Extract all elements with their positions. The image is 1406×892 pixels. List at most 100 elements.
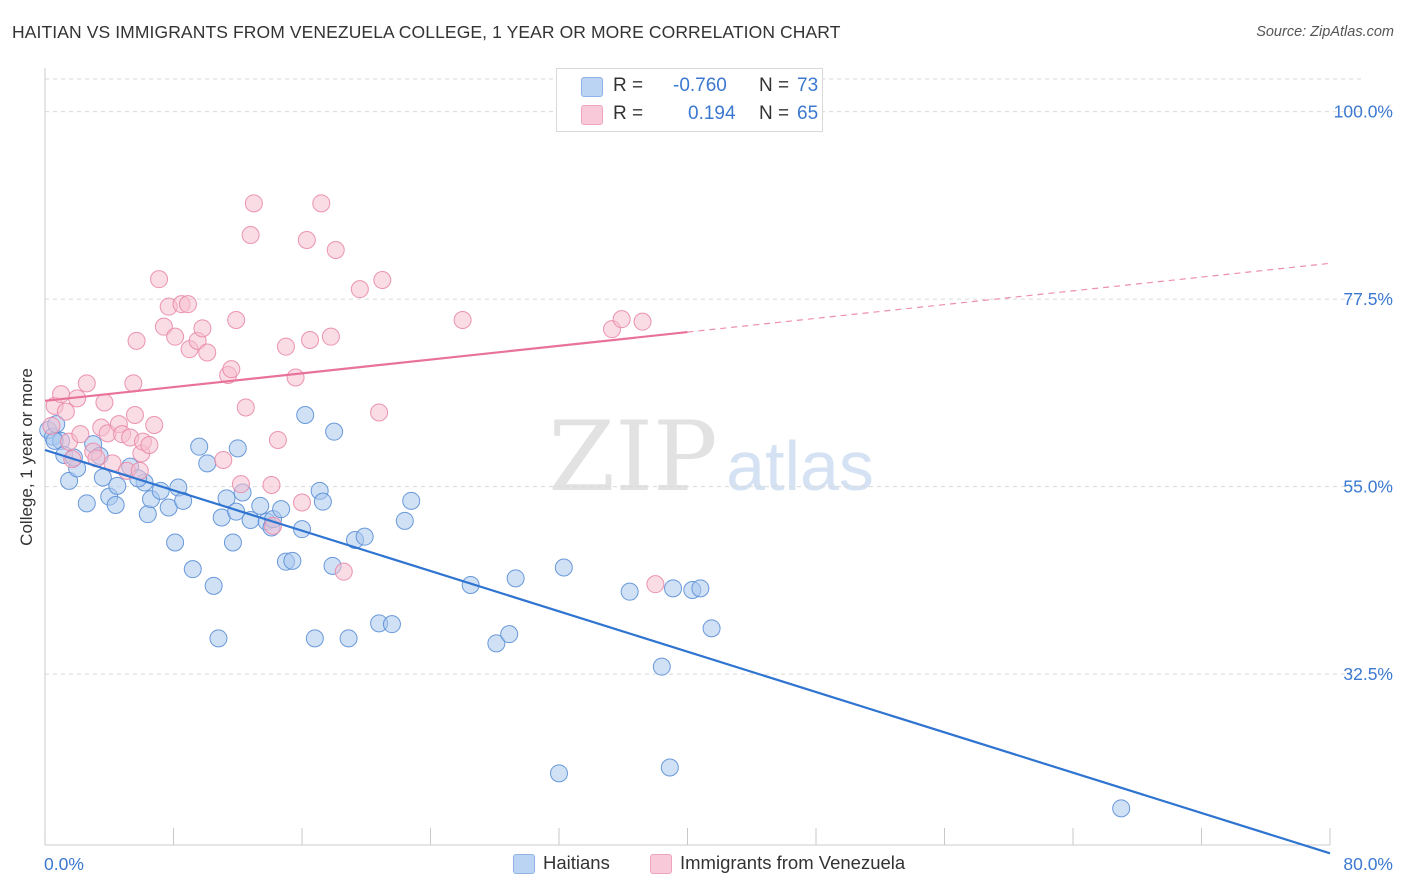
venezuela-point — [633, 312, 652, 331]
y-tick-label: 100.0% — [1334, 102, 1393, 122]
tick-labels: 32.5% 55.0% 77.5% 100.0% 0.0% 80.0% — [44, 102, 1393, 874]
venezuela-point — [453, 311, 472, 329]
haitian-point — [228, 439, 247, 458]
venezuela-point — [56, 402, 75, 421]
haitian-point — [1112, 799, 1131, 818]
venezuela-point — [286, 368, 305, 387]
venezuela-point — [95, 393, 114, 412]
chart-title: HAITIAN VS IMMIGRANTS FROM VENEZUELA COL… — [12, 22, 841, 42]
haitian-point — [620, 582, 639, 601]
haitian-point — [325, 422, 344, 441]
haitian-point — [652, 657, 671, 676]
haitian-point — [77, 494, 96, 513]
haitian-point — [283, 551, 302, 570]
legend-swatch-pink — [581, 105, 603, 125]
haitian-point — [702, 619, 721, 638]
haitian-point — [554, 558, 573, 577]
venezuela-point — [150, 270, 169, 289]
haitian-point — [305, 629, 324, 648]
venezuela-point — [301, 331, 320, 349]
venezuela-point — [140, 436, 159, 454]
haitian-point — [251, 496, 270, 515]
venezuela-point — [145, 416, 164, 434]
haitian-point — [500, 625, 519, 644]
venezuela-point — [612, 310, 631, 329]
venezuela-point — [166, 327, 185, 346]
haitian-point — [223, 533, 242, 552]
venezuela-point — [222, 360, 241, 379]
venezuela-trend-extension — [687, 262, 1331, 333]
haitian-point — [106, 496, 125, 514]
venezuela-point — [312, 194, 331, 213]
venezuela-point — [264, 516, 283, 535]
haitian-trend-line — [44, 448, 1331, 855]
legend-swatch-blue — [581, 77, 603, 97]
venezuela-point — [227, 311, 246, 329]
haitian-point — [209, 629, 228, 648]
haitian-point — [272, 500, 291, 519]
haitian-point — [461, 576, 480, 594]
correlation-legend: R = -0.760 N = 73 R = 0.194 N = 65 — [556, 68, 823, 132]
venezuela-point — [276, 337, 295, 356]
series-swatch-pink — [650, 854, 672, 874]
venezuela-point — [77, 374, 96, 393]
haitian-point — [296, 406, 315, 424]
venezuela-point — [154, 317, 173, 336]
legend-n-label: N = — [759, 103, 790, 124]
venezuela-point — [127, 331, 146, 350]
legend-n-value: 73 — [797, 75, 819, 96]
venezuela-point — [326, 241, 345, 259]
y-tick-label: 32.5% — [1343, 664, 1393, 684]
x-tick-label-min: 0.0% — [44, 854, 84, 874]
haitian-point — [198, 454, 217, 473]
watermark-zip: ZIP — [548, 401, 717, 513]
haitian-point — [664, 579, 683, 598]
venezuela-point — [241, 226, 260, 244]
haitian-point — [691, 579, 710, 598]
venezuela-point — [262, 476, 281, 494]
haitian-point — [660, 758, 679, 777]
venezuela-point — [244, 194, 263, 213]
venezuela-point — [193, 319, 212, 338]
haitian-point — [293, 520, 311, 539]
watermark: ZIP atlas — [548, 401, 874, 513]
y-axis-label: College, 1 year or more — [17, 368, 36, 546]
haitian-point — [166, 533, 185, 552]
venezuela-point — [236, 398, 255, 417]
venezuela-point — [350, 280, 369, 299]
haitian-point — [183, 560, 202, 579]
venezuela-point — [178, 295, 197, 314]
chart-source: Source: ZipAtlas.com — [1256, 24, 1394, 40]
x-tick-label-max: 80.0% — [1343, 854, 1393, 874]
legend-r-label: R = — [613, 103, 644, 124]
haitian-point — [487, 634, 506, 653]
haitian-point — [204, 576, 223, 595]
haitian-point — [355, 527, 374, 546]
haitian-point — [550, 764, 568, 783]
venezuela-point — [214, 451, 233, 469]
haitian-point — [108, 476, 127, 495]
haitian-point — [506, 569, 525, 588]
venezuela-point — [373, 271, 392, 289]
y-tick-label: 55.0% — [1343, 477, 1393, 497]
venezuela-point — [293, 493, 311, 512]
venezuela-point — [198, 343, 217, 362]
series-label: Immigrants from Venezuela — [680, 852, 906, 873]
venezuela-point — [71, 425, 90, 444]
legend-r-label: R = — [613, 75, 644, 96]
venezuela-point — [297, 231, 316, 249]
y-tick-label: 77.5% — [1343, 289, 1393, 309]
venezuela-point — [124, 374, 143, 393]
series-swatch-blue — [513, 854, 535, 874]
trend-lines — [44, 262, 1331, 855]
series-label: Haitians — [543, 852, 610, 873]
venezuela-trend-line — [44, 330, 688, 402]
venezuela-point — [370, 403, 389, 422]
haitian-point — [395, 511, 414, 530]
venezuela-point — [125, 406, 144, 424]
venezuela-point — [334, 562, 353, 581]
venezuela-point — [231, 475, 250, 494]
legend-r-value: -0.760 — [673, 75, 727, 96]
haitian-point — [382, 615, 401, 634]
